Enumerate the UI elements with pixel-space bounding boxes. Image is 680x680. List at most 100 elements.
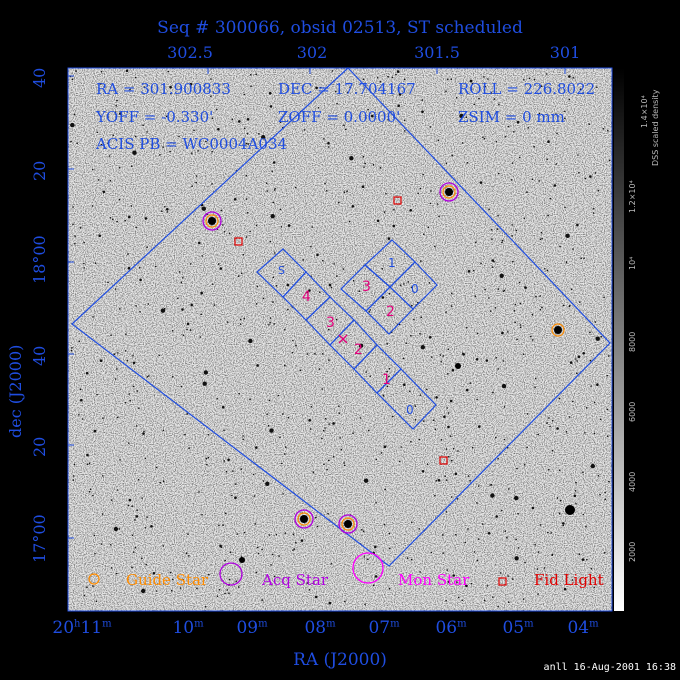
star-dot	[250, 73, 252, 76]
star-dot	[205, 140, 207, 143]
star-dot	[269, 321, 271, 324]
guide-stars	[205, 185, 565, 531]
star-dot	[402, 357, 405, 360]
star-dot	[573, 494, 577, 498]
star-dot	[577, 154, 579, 156]
star-dot	[559, 499, 562, 502]
star-dot	[400, 446, 403, 448]
star-dot	[383, 211, 386, 213]
star-dot	[101, 513, 104, 515]
star-dot	[205, 457, 208, 460]
star-dot	[271, 553, 274, 556]
star-dot	[379, 167, 382, 169]
star-dot	[592, 208, 595, 210]
star-dot	[165, 115, 168, 118]
star-dot	[78, 340, 81, 343]
star-dot	[141, 497, 143, 499]
star-dot	[399, 284, 402, 287]
star-dot	[447, 78, 449, 80]
star-dot	[189, 329, 192, 331]
star-dot	[499, 572, 502, 574]
star-dot	[482, 136, 484, 138]
star-dot	[219, 267, 223, 270]
star-dot	[387, 75, 389, 78]
star-dot	[269, 317, 272, 319]
star-dot	[228, 232, 231, 235]
star-dot	[599, 418, 602, 421]
colorbar-label: 8000	[628, 331, 637, 352]
star-dot	[467, 528, 469, 530]
star-dot	[534, 543, 536, 546]
star-dot	[124, 350, 127, 352]
star-dot	[71, 78, 74, 81]
star-dot	[517, 547, 520, 549]
star-dot	[436, 203, 439, 205]
star-dot	[606, 374, 608, 377]
star-dot	[484, 85, 487, 88]
star-dot	[270, 214, 275, 219]
star-dot	[189, 82, 193, 86]
star-dot	[489, 484, 491, 486]
star-dot	[477, 485, 480, 487]
star-dot	[403, 78, 406, 81]
colorbar-label: 1.2×10⁴	[628, 180, 637, 213]
star-dot	[155, 466, 158, 469]
star-dot	[437, 479, 441, 482]
dec-tick: 18°00	[30, 235, 49, 284]
star-dot	[186, 413, 188, 415]
star-dot	[335, 90, 337, 93]
star-dot	[316, 525, 319, 528]
star-dot	[410, 558, 413, 561]
star-dot	[584, 177, 587, 180]
star-dot	[504, 530, 507, 532]
colorbar-label: 2000	[628, 541, 637, 562]
star-dot	[574, 490, 577, 492]
star-dot	[128, 215, 131, 219]
star-dot	[75, 70, 77, 72]
star-dot	[497, 172, 500, 175]
star-dot	[514, 321, 516, 324]
star-dot	[349, 156, 354, 161]
star-dot	[445, 162, 448, 165]
star-dot	[572, 77, 575, 79]
star-dot	[393, 209, 395, 211]
star-dot	[110, 544, 112, 546]
star-dot	[110, 499, 113, 501]
star-dot	[237, 586, 240, 588]
star-dot	[88, 462, 91, 465]
star-dot	[411, 286, 413, 289]
star-dot	[323, 138, 325, 140]
star-dot	[362, 78, 365, 80]
star-dot	[392, 224, 396, 228]
star-dot	[269, 105, 273, 108]
star-dot	[249, 398, 251, 401]
star-dot	[272, 161, 276, 164]
star-dot	[147, 303, 150, 305]
star-dot	[493, 261, 495, 263]
star-dot	[367, 558, 369, 561]
star-dot	[586, 407, 588, 409]
star-dot	[545, 73, 548, 75]
star-dot	[144, 457, 147, 460]
top-tick: 301.5	[414, 43, 460, 62]
star-dot	[159, 481, 162, 484]
star-dot	[314, 353, 316, 355]
star-dot	[519, 326, 522, 329]
star-dot	[480, 262, 482, 265]
bright-star	[565, 505, 575, 515]
star-dot	[511, 162, 514, 164]
star-dot	[481, 523, 484, 525]
star-dot	[491, 238, 493, 240]
star-dot	[388, 292, 391, 295]
star-dot	[218, 524, 220, 527]
star-dot	[211, 283, 214, 285]
star-dot	[172, 375, 174, 378]
star-dot	[589, 359, 592, 362]
star-dot	[92, 585, 94, 587]
star-dot	[239, 323, 242, 325]
star-dot	[352, 279, 355, 282]
star-dot	[225, 470, 228, 473]
star-dot	[467, 475, 470, 477]
star-dot	[553, 184, 557, 187]
